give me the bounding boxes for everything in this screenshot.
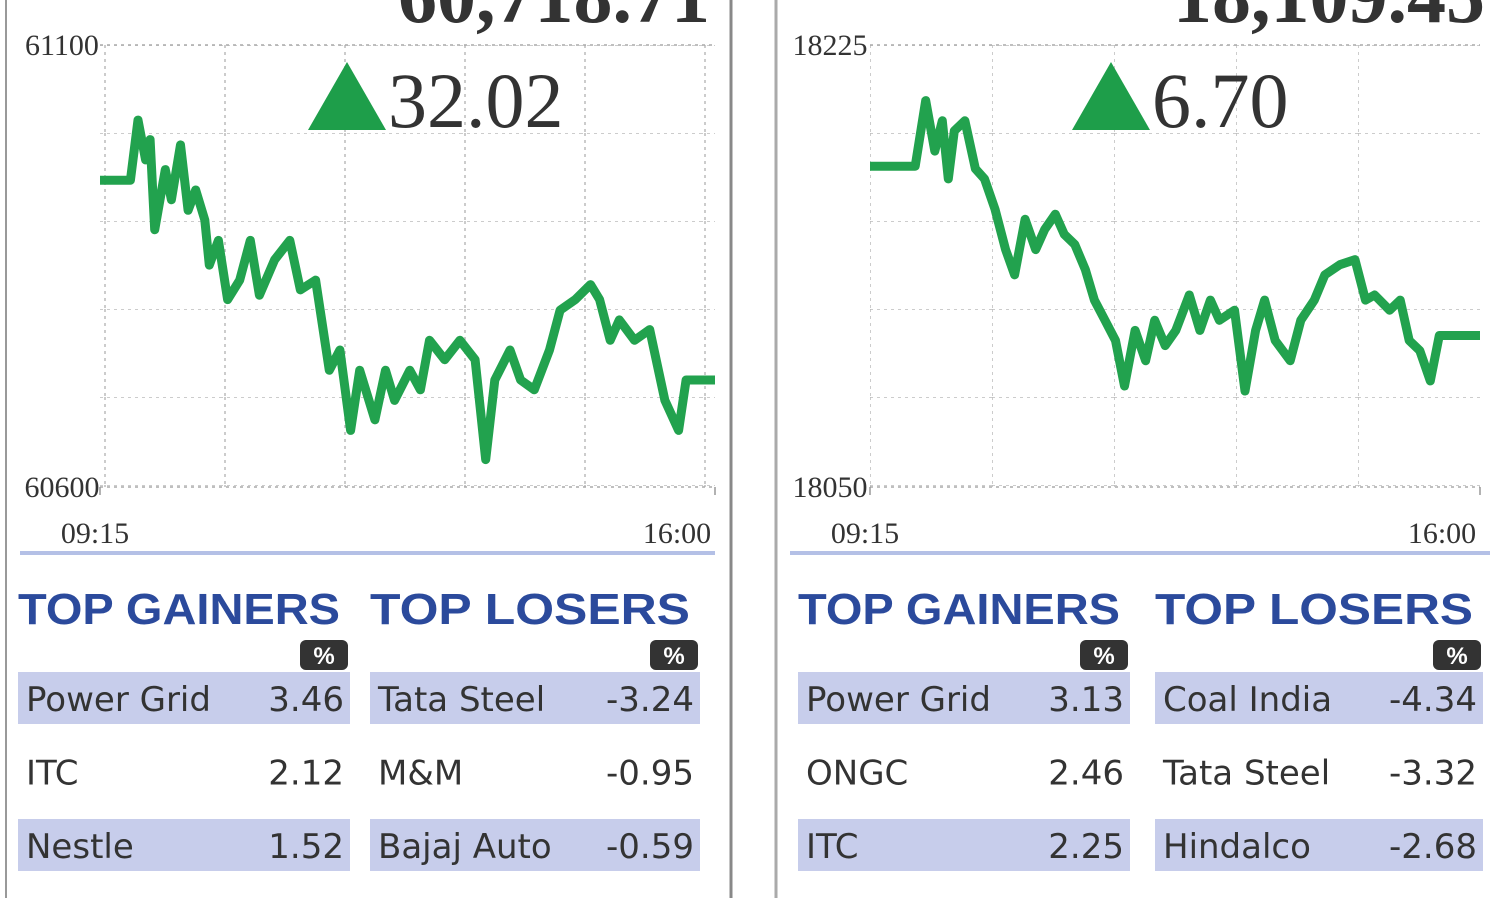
up-arrow (1072, 62, 1150, 130)
row-name: Power Grid (26, 680, 211, 720)
table-title: TOP LOSERS (1155, 585, 1473, 634)
row-value: 2.12 (268, 754, 344, 794)
row-highlight (370, 672, 700, 724)
row-highlight (370, 819, 700, 871)
row-name: Tata Steel (1162, 754, 1330, 794)
plot-background (100, 45, 715, 487)
row-value: 2.25 (1048, 827, 1124, 867)
row-value: -4.34 (1389, 680, 1477, 720)
table-title: TOP LOSERS (370, 585, 690, 634)
index-value: 60,718.71 (398, 0, 710, 39)
up-arrow (308, 62, 386, 130)
price-line (100, 115, 715, 465)
plot-background (870, 45, 1480, 487)
row-name: Coal India (1163, 680, 1332, 720)
x-tick-label: 16:00 (643, 517, 711, 550)
row-value: -2.68 (1389, 827, 1477, 867)
row-name: ONGC (806, 754, 908, 794)
row-name: ITC (806, 827, 859, 867)
unit-label: % (313, 643, 334, 670)
row-value: 2.46 (1048, 754, 1124, 794)
row-name: Hindalco (1163, 827, 1311, 867)
x-tick-label: 16:00 (1408, 517, 1476, 550)
change-value: 32.02 (388, 57, 564, 144)
unit-badge (1080, 640, 1128, 670)
row-value: -3.24 (606, 680, 694, 720)
unit-label: % (663, 643, 684, 670)
unit-label: % (1093, 643, 1114, 670)
index-value: 18,109.45 (1173, 0, 1485, 39)
row-highlight (798, 672, 1130, 724)
row-name: Bajaj Auto (378, 827, 552, 867)
row-name: M&M (378, 754, 463, 794)
table-title: TOP GAINERS (18, 585, 340, 634)
unit-badge (650, 640, 698, 670)
change-value: 6.70 (1152, 57, 1289, 144)
row-name: Tata Steel (377, 680, 545, 720)
row-highlight (18, 819, 350, 871)
row-value: 3.13 (1048, 680, 1124, 720)
row-highlight (1155, 672, 1483, 724)
x-tick-label: 09:15 (61, 517, 129, 550)
row-highlight (18, 672, 350, 724)
row-name: Nestle (26, 827, 134, 867)
row-name: Power Grid (806, 680, 991, 720)
unit-badge (1433, 640, 1481, 670)
row-highlight (798, 819, 1130, 871)
unit-badge (300, 640, 348, 670)
row-value: -0.95 (606, 754, 694, 794)
row-value: 3.46 (268, 680, 344, 720)
price-line (870, 96, 1480, 396)
x-tick-label: 09:15 (831, 517, 899, 550)
y-tick-label: 18050 (793, 471, 868, 504)
row-value: -3.32 (1389, 754, 1477, 794)
row-value: 1.52 (268, 827, 344, 867)
row-value: -0.59 (606, 827, 694, 867)
row-highlight (1155, 819, 1483, 871)
row-name: ITC (26, 754, 79, 794)
table-title: TOP GAINERS (798, 585, 1120, 634)
y-tick-label: 60600 (25, 471, 100, 504)
unit-label: % (1446, 643, 1467, 670)
y-tick-label: 18225 (793, 29, 868, 62)
y-tick-label: 61100 (25, 29, 99, 62)
